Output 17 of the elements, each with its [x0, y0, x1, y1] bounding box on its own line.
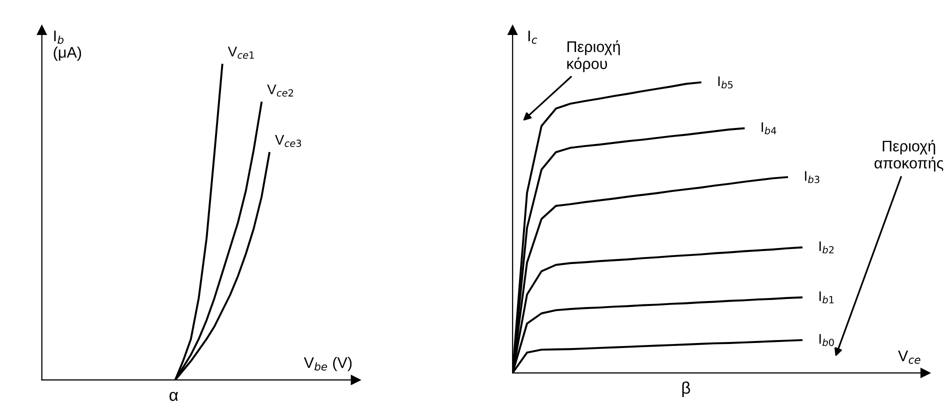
series-label: V$_{ce3}$ [274, 135, 302, 148]
series-label: I$_{b0}$ [819, 334, 834, 346]
text: α [170, 392, 178, 401]
y-axis-title: I$_{b}$ (μA) [54, 30, 82, 61]
text: β [682, 382, 690, 398]
series-label: V$_{ce1}$ [228, 46, 254, 59]
text: Περιοχή κόρου [567, 40, 620, 72]
series-label: I$_{b5}$ [718, 76, 733, 88]
y-axis-title: I$_{c}$ [528, 30, 538, 44]
series-label: I$_{b2}$ [819, 241, 834, 254]
series-label: I$_{b1}$ [819, 291, 834, 304]
text: Περιοχή αποκοπής [874, 140, 944, 172]
series-label: I$_{b4}$ [762, 122, 776, 134]
series-label: I$_{b3}$ [805, 171, 820, 184]
x-axis-title: V$_{ce}$ [898, 350, 920, 364]
series-label: V$_{ce2}$ [267, 84, 294, 97]
x-axis-title: V$_{be}$ (V) [304, 356, 352, 372]
